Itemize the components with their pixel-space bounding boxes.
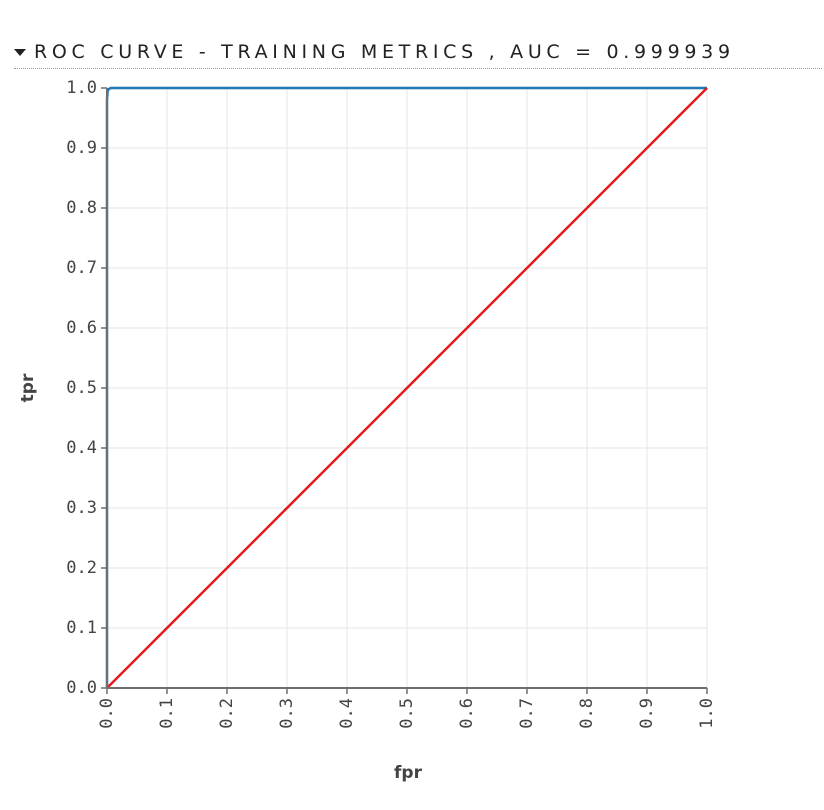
section-title: ROC CURVE - TRAINING METRICS , AUC = 0.9…	[34, 41, 735, 63]
x-tick-label: 0.6	[457, 698, 477, 729]
x-tick-label: 0.9	[637, 698, 657, 729]
x-tick-label: 0.8	[577, 698, 597, 729]
y-tick-label: 0.5	[66, 378, 97, 398]
y-tick-label: 0.8	[66, 198, 97, 218]
x-tick-label: 0.4	[337, 698, 357, 729]
x-tick-label: 0.0	[97, 698, 117, 729]
x-tick-label: 0.7	[517, 698, 537, 729]
axes: 0.0 0.1 0.2 0.3 0.4 0.5 0.6 0.7 0.8 0.9 1.0 0.0 0.1 0…	[66, 78, 717, 729]
y-tick-label: 0.6	[66, 318, 97, 338]
y-tick-label: 0.3	[66, 498, 97, 518]
y-tick-label: 1.0	[66, 78, 97, 98]
section-header: ROC CURVE - TRAINING METRICS , AUC = 0.9…	[14, 38, 822, 69]
x-axis-label: fpr	[394, 763, 423, 783]
x-tick-label: 0.1	[157, 698, 177, 729]
y-tick-label: 0.1	[66, 618, 97, 638]
y-tick-label: 0.4	[66, 438, 97, 458]
y-tick-label: 0.9	[66, 138, 97, 158]
x-tick-label: 0.5	[397, 698, 417, 729]
y-axis-label: tpr	[18, 373, 38, 402]
series-line-1	[106, 87, 708, 689]
x-tick-label: 1.0	[697, 698, 717, 729]
y-tick-label: 0.0	[66, 678, 97, 698]
y-tick-label: 0.2	[66, 558, 97, 578]
x-tick-label: 0.2	[217, 698, 237, 729]
collapse-caret-icon[interactable]	[14, 49, 26, 56]
x-tick-label: 0.3	[277, 698, 297, 729]
y-tick-label: 0.7	[66, 258, 97, 278]
